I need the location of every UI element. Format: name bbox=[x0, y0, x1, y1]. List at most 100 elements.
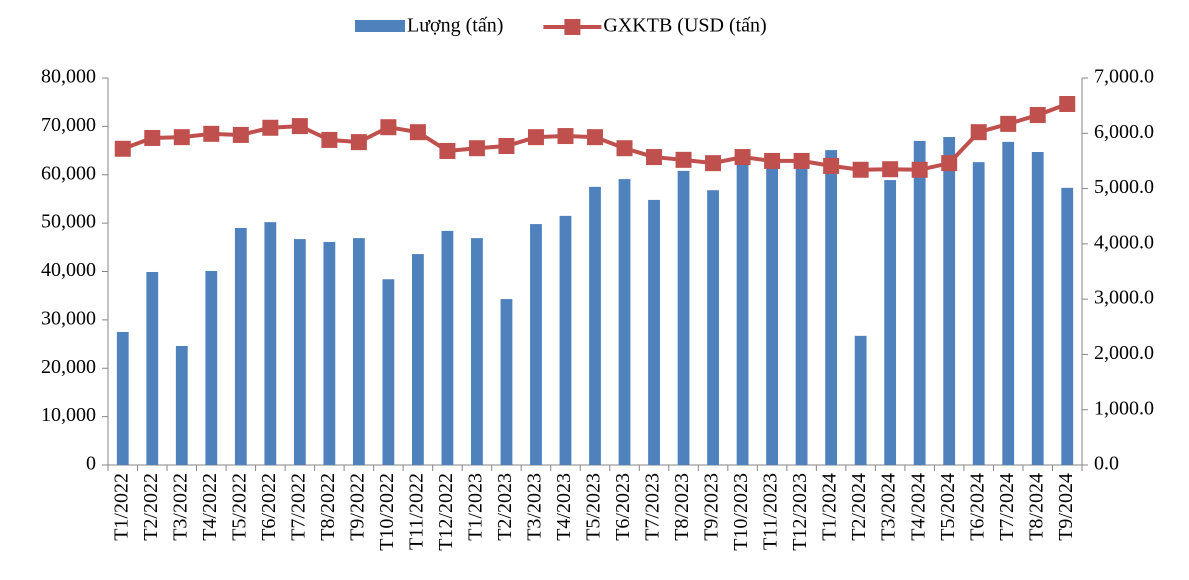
marker bbox=[793, 152, 810, 169]
y-tick-label: 60,000 bbox=[41, 162, 96, 184]
bar bbox=[884, 180, 897, 466]
bar bbox=[175, 345, 188, 465]
bar bbox=[293, 239, 306, 465]
y-tick-label: 20,000 bbox=[41, 356, 96, 378]
bar bbox=[441, 230, 454, 465]
bar bbox=[707, 190, 719, 466]
y-tick-label: 0 bbox=[86, 453, 96, 475]
x-tick-label: T5/2024 bbox=[937, 473, 959, 541]
legend-label: GXKTB (USD (tấn) bbox=[603, 15, 766, 37]
x-tick-label: T3/2023 bbox=[524, 473, 546, 541]
bar bbox=[618, 179, 631, 465]
x-tick-label: T7/2023 bbox=[642, 473, 664, 541]
bar bbox=[323, 241, 336, 465]
y-tick-label: 50,000 bbox=[41, 211, 96, 233]
marker bbox=[321, 131, 338, 148]
bar bbox=[972, 162, 985, 466]
y2-tick-label: 1,000.0 bbox=[1094, 397, 1154, 419]
marker bbox=[350, 134, 367, 151]
marker bbox=[1059, 95, 1076, 112]
bar bbox=[1031, 152, 1044, 466]
bar bbox=[412, 254, 424, 465]
marker bbox=[1029, 107, 1046, 124]
x-tick-label: T11/2023 bbox=[760, 473, 782, 550]
x-tick-label: T1/2022 bbox=[110, 473, 132, 541]
x-tick-label: T7/2024 bbox=[996, 473, 1018, 541]
x-tick-label: T10/2022 bbox=[376, 473, 398, 551]
x-tick-label: T4/2022 bbox=[199, 473, 221, 541]
y-tick-label: 30,000 bbox=[41, 307, 96, 329]
marker bbox=[409, 124, 426, 141]
bar bbox=[795, 165, 808, 465]
bar bbox=[648, 199, 660, 465]
x-tick-label: T2/2024 bbox=[848, 473, 870, 541]
bar bbox=[913, 140, 926, 465]
x-tick-label: T2/2023 bbox=[494, 473, 516, 541]
bar bbox=[1002, 141, 1015, 466]
bar bbox=[589, 186, 601, 465]
bar bbox=[146, 271, 159, 465]
marker bbox=[705, 155, 722, 172]
x-tick-label: T11/2022 bbox=[406, 473, 428, 550]
x-tick-label: T2/2022 bbox=[140, 473, 162, 541]
x-tick-label: T1/2024 bbox=[819, 473, 841, 541]
marker bbox=[1000, 115, 1017, 132]
x-tick-label: T7/2022 bbox=[287, 473, 309, 541]
bar bbox=[352, 238, 365, 465]
marker bbox=[764, 152, 781, 169]
bar bbox=[943, 137, 956, 465]
legend-label: Lượng (tấn) bbox=[407, 15, 503, 37]
marker bbox=[675, 151, 692, 168]
marker bbox=[852, 161, 869, 178]
bar bbox=[854, 335, 867, 465]
marker bbox=[232, 126, 249, 143]
bar bbox=[766, 165, 778, 465]
x-tick-label: T3/2022 bbox=[169, 473, 191, 541]
bar bbox=[825, 150, 838, 466]
bar bbox=[116, 331, 129, 465]
marker bbox=[203, 125, 220, 142]
y2-tick-label: 0.0 bbox=[1094, 453, 1119, 475]
y2-tick-label: 7,000.0 bbox=[1094, 66, 1154, 88]
marker bbox=[646, 149, 663, 166]
x-tick-label: T4/2023 bbox=[553, 473, 575, 541]
y-tick-label: 70,000 bbox=[41, 114, 96, 136]
marker bbox=[262, 119, 279, 136]
marker bbox=[173, 129, 190, 146]
bar bbox=[500, 299, 513, 465]
x-tick-label: T6/2022 bbox=[258, 473, 280, 541]
marker bbox=[970, 124, 987, 141]
x-tick-label: T9/2023 bbox=[701, 473, 723, 541]
marker bbox=[587, 129, 603, 146]
x-tick-label: T8/2023 bbox=[671, 473, 693, 541]
bar bbox=[677, 170, 690, 465]
bar bbox=[382, 279, 395, 465]
marker bbox=[380, 119, 397, 136]
y-tick-label: 80,000 bbox=[41, 66, 96, 88]
bar bbox=[264, 222, 277, 465]
legend-swatch bbox=[564, 19, 581, 35]
marker bbox=[557, 128, 574, 145]
x-tick-label: T8/2022 bbox=[317, 473, 339, 541]
marker bbox=[734, 149, 751, 166]
marker bbox=[616, 140, 633, 157]
x-tick-label: T9/2024 bbox=[1055, 473, 1077, 541]
y2-tick-label: 2,000.0 bbox=[1094, 342, 1154, 364]
bar bbox=[234, 227, 247, 465]
marker bbox=[527, 129, 544, 146]
bar bbox=[530, 224, 542, 465]
x-tick-label: T9/2022 bbox=[346, 473, 368, 541]
marker bbox=[911, 161, 928, 178]
x-tick-label: T10/2023 bbox=[730, 473, 752, 551]
bar bbox=[559, 215, 572, 465]
y2-tick-label: 4,000.0 bbox=[1094, 231, 1154, 253]
y-tick-label: 10,000 bbox=[41, 404, 96, 426]
marker bbox=[498, 138, 515, 155]
marker bbox=[439, 142, 456, 159]
marker bbox=[291, 118, 308, 135]
y-tick-label: 40,000 bbox=[41, 259, 96, 281]
y2-tick-label: 5,000.0 bbox=[1094, 176, 1154, 198]
marker bbox=[941, 155, 958, 172]
marker bbox=[114, 140, 131, 157]
